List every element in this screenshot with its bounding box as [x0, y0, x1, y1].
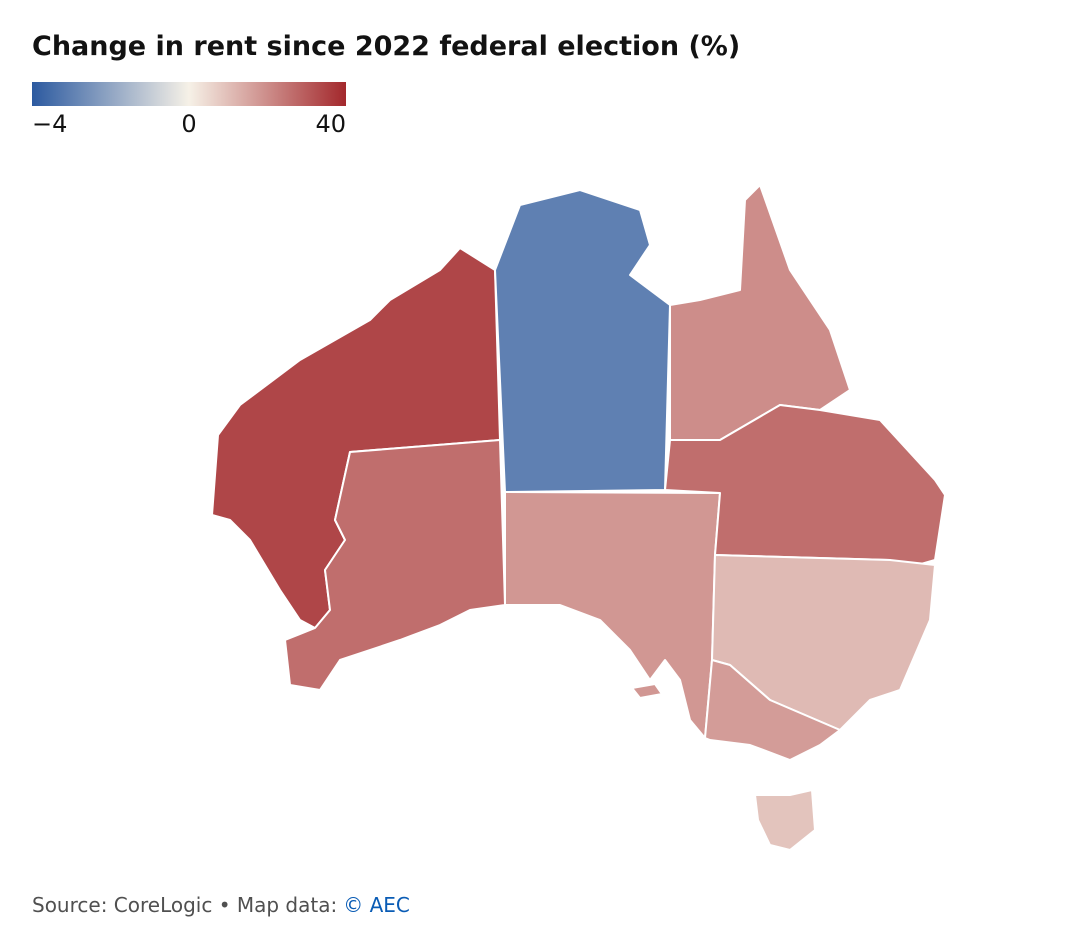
region — [494, 189, 671, 493]
source-link[interactable]: © AEC — [343, 893, 410, 917]
legend-tick-label: 40 — [315, 110, 346, 138]
region — [664, 404, 946, 571]
region — [631, 683, 663, 699]
legend-bar — [32, 82, 346, 106]
region — [504, 491, 721, 739]
region — [704, 659, 841, 761]
source: Source: CoreLogic • Map data: © AEC — [32, 893, 410, 917]
region — [669, 184, 851, 441]
map — [211, 184, 946, 851]
source-text: Source: CoreLogic • Map data: — [32, 893, 338, 917]
legend-tick-label: −4 — [32, 110, 67, 138]
legend-tick-label: 0 — [181, 110, 196, 138]
region — [754, 789, 816, 851]
chart-title: Change in rent since 2022 federal electi… — [32, 31, 740, 62]
region — [284, 439, 506, 691]
